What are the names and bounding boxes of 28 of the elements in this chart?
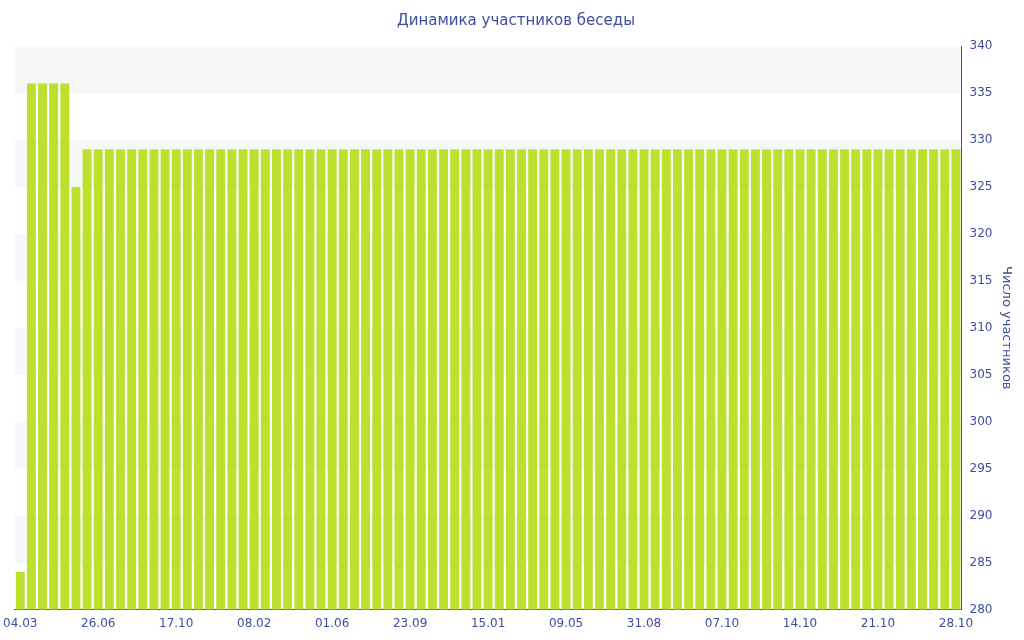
- x-tick-label: 21.10: [860, 615, 896, 630]
- x-tick-label: 17.10: [159, 615, 194, 630]
- chart-title: Динамика участников беседы: [396, 10, 636, 29]
- x-tick-label: 23.09: [392, 615, 428, 630]
- y-tick-label: 285: [969, 554, 993, 569]
- y-tick-label: 300: [969, 413, 993, 428]
- x-tick-label: 28.10: [938, 615, 974, 630]
- x-tick-label: 31.08: [626, 615, 662, 630]
- y-tick-label: 280: [969, 601, 993, 616]
- y-tick-label: 290: [969, 507, 993, 522]
- y-axis-title: Число участников: [999, 266, 1015, 390]
- x-tick-label: 08.02: [237, 615, 272, 630]
- x-tick-label: 01.06: [314, 615, 350, 630]
- y-tick-label: 340: [969, 38, 993, 53]
- y-tick-label: 305: [969, 366, 993, 381]
- y-tick-label: 315: [969, 272, 993, 287]
- x-tick-label: 09.05: [548, 615, 584, 630]
- y-tick-label: 295: [969, 460, 993, 475]
- x-tick-label: 14.10: [782, 615, 818, 630]
- y-tick-label: 325: [969, 179, 993, 194]
- x-tick-label: 04.03: [3, 615, 38, 630]
- y-tick-label: 335: [969, 85, 993, 100]
- x-tick-label: 15.01: [470, 615, 506, 630]
- y-tick-label: 320: [969, 225, 993, 240]
- y-tick-label: 330: [969, 132, 993, 147]
- x-tick-label: 26.06: [81, 615, 116, 630]
- y-tick-label: 310: [969, 319, 993, 334]
- x-tick-label: 07.10: [704, 615, 740, 630]
